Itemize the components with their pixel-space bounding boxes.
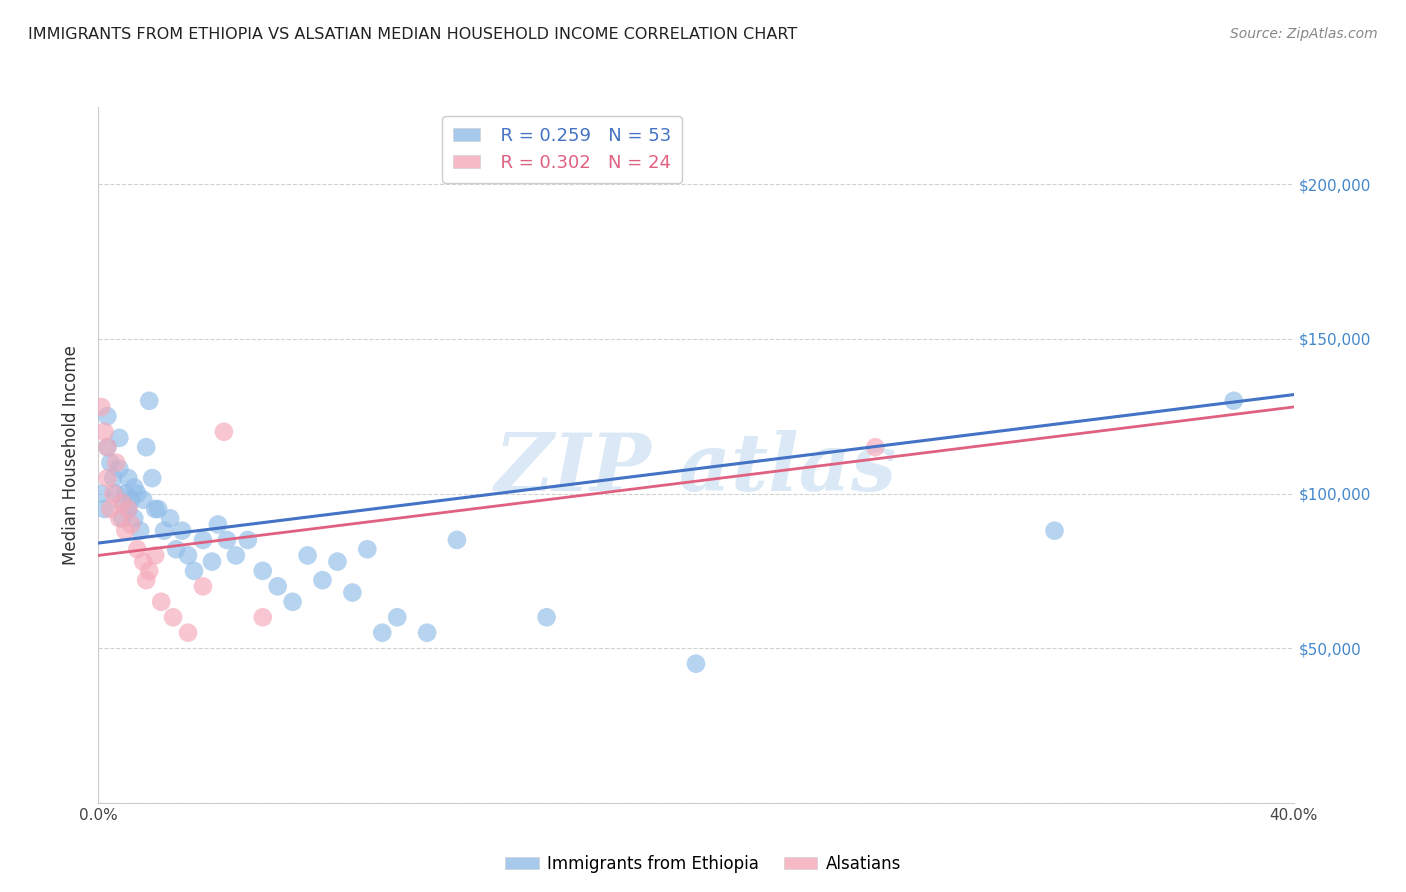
Point xyxy=(201,555,224,569)
Point xyxy=(1223,393,1246,408)
Point xyxy=(281,595,304,609)
Point xyxy=(326,555,349,569)
Point xyxy=(117,502,139,516)
Point xyxy=(342,585,364,599)
Point xyxy=(252,610,274,624)
Point xyxy=(297,549,319,563)
Point xyxy=(111,511,134,525)
Point xyxy=(191,533,214,547)
Point xyxy=(865,440,887,454)
Point xyxy=(685,657,707,671)
Point xyxy=(103,486,125,500)
Legend:   R = 0.259   N = 53,   R = 0.302   N = 24: R = 0.259 N = 53, R = 0.302 N = 24 xyxy=(441,116,682,183)
Point xyxy=(311,573,333,587)
Point xyxy=(183,564,205,578)
Point xyxy=(117,502,139,516)
Point xyxy=(141,471,163,485)
Point xyxy=(252,564,274,578)
Point xyxy=(191,579,214,593)
Point xyxy=(177,549,200,563)
Point xyxy=(385,610,409,624)
Point xyxy=(135,440,157,454)
Point xyxy=(127,486,149,500)
Point xyxy=(120,517,142,532)
Point xyxy=(150,595,173,609)
Point xyxy=(100,456,122,470)
Point xyxy=(100,502,122,516)
Point xyxy=(103,471,125,485)
Point xyxy=(129,524,152,538)
Point xyxy=(96,471,118,485)
Point xyxy=(93,425,115,439)
Point xyxy=(90,400,112,414)
Point xyxy=(132,555,155,569)
Point xyxy=(148,502,170,516)
Point xyxy=(1043,524,1066,538)
Point xyxy=(132,492,155,507)
Point xyxy=(177,625,200,640)
Point xyxy=(114,524,136,538)
Point xyxy=(536,610,558,624)
Point xyxy=(267,579,290,593)
Y-axis label: Median Household Income: Median Household Income xyxy=(62,345,80,565)
Point xyxy=(143,549,166,563)
Point xyxy=(111,496,134,510)
Point xyxy=(446,533,468,547)
Point xyxy=(96,440,118,454)
Point xyxy=(105,456,128,470)
Point xyxy=(138,393,160,408)
Point xyxy=(236,533,259,547)
Text: IMMIGRANTS FROM ETHIOPIA VS ALSATIAN MEDIAN HOUSEHOLD INCOME CORRELATION CHART: IMMIGRANTS FROM ETHIOPIA VS ALSATIAN MED… xyxy=(28,27,797,42)
Text: Source: ZipAtlas.com: Source: ZipAtlas.com xyxy=(1230,27,1378,41)
Point xyxy=(96,409,118,424)
Point xyxy=(90,486,112,500)
Point xyxy=(111,496,134,510)
Point xyxy=(108,431,131,445)
Point xyxy=(117,471,139,485)
Point xyxy=(225,549,247,563)
Point xyxy=(153,524,176,538)
Point xyxy=(207,517,229,532)
Point xyxy=(162,610,184,624)
Point xyxy=(114,486,136,500)
Point xyxy=(356,542,378,557)
Point xyxy=(212,425,235,439)
Point xyxy=(105,486,128,500)
Point xyxy=(96,440,118,454)
Point xyxy=(127,542,149,557)
Point xyxy=(138,564,160,578)
Point xyxy=(108,511,131,525)
Point xyxy=(416,625,439,640)
Text: ZIP atlas: ZIP atlas xyxy=(495,430,897,508)
Point xyxy=(108,462,131,476)
Legend: Immigrants from Ethiopia, Alsatians: Immigrants from Ethiopia, Alsatians xyxy=(499,848,907,880)
Point xyxy=(165,542,187,557)
Point xyxy=(172,524,194,538)
Point xyxy=(371,625,394,640)
Point xyxy=(93,502,115,516)
Point xyxy=(124,480,146,494)
Point xyxy=(120,492,142,507)
Point xyxy=(124,511,146,525)
Point xyxy=(135,573,157,587)
Point xyxy=(159,511,181,525)
Point xyxy=(215,533,238,547)
Point xyxy=(143,502,166,516)
